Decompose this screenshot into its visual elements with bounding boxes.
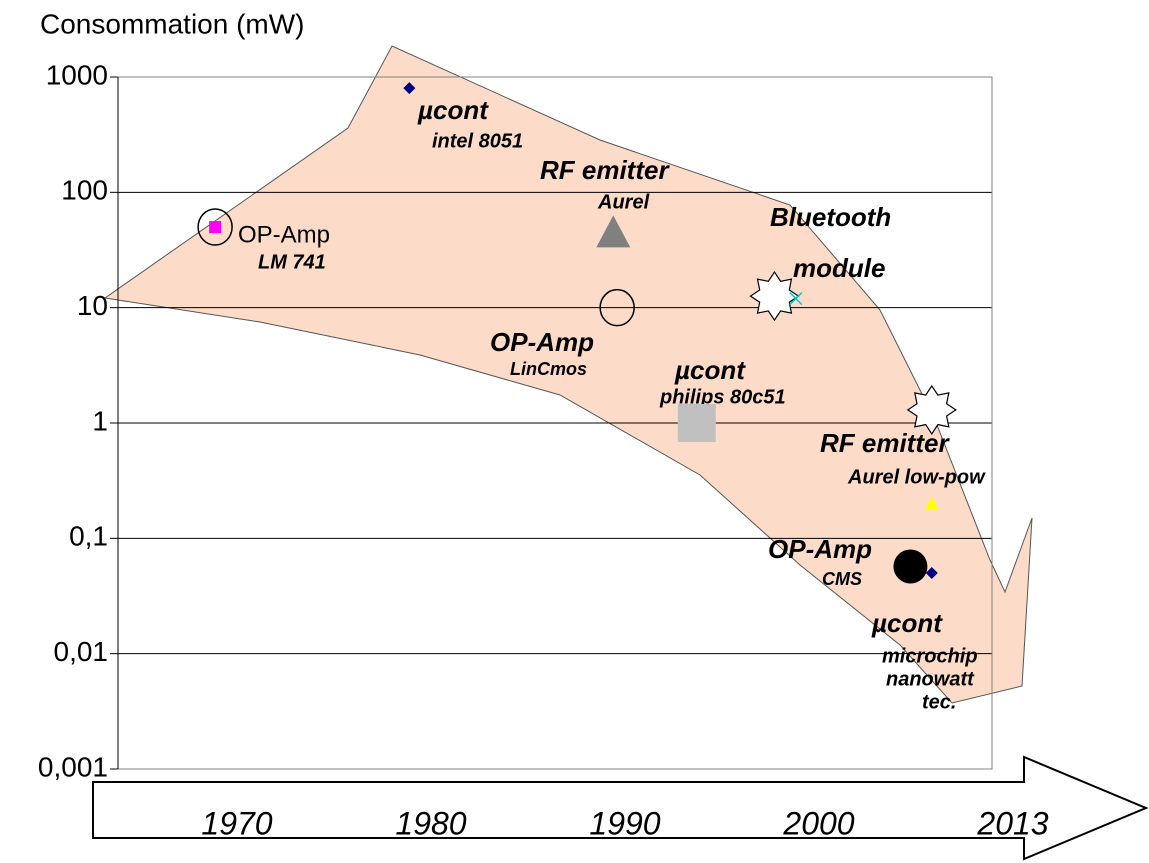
- point: [209, 221, 222, 234]
- annotation: intel 8051: [432, 130, 523, 152]
- point: [893, 549, 928, 584]
- annotation: µcont: [417, 95, 489, 125]
- point: [197, 208, 233, 246]
- y-tick-label: 10: [77, 290, 108, 321]
- point: [925, 567, 938, 580]
- timeline-label: 1990: [589, 805, 660, 841]
- annotation: OP-Amp: [768, 534, 872, 564]
- point: [789, 292, 803, 306]
- annotation: OP-Amp: [490, 327, 594, 357]
- annotation: microchip: [882, 645, 978, 667]
- chart-title: Consommation (mW): [40, 8, 304, 39]
- timeline-label: 1980: [395, 805, 466, 841]
- y-tick-label: 0,01: [54, 636, 109, 667]
- annotation: Aurel low-pow: [847, 466, 986, 488]
- point: [906, 384, 957, 435]
- y-tick-label: 1000: [46, 59, 108, 90]
- annotation: Bluetooth: [770, 202, 891, 232]
- annotation: µcont: [871, 608, 943, 638]
- annotation: RF emitter: [540, 155, 670, 185]
- annotation: module: [793, 253, 885, 283]
- point: [403, 82, 416, 95]
- timeline-label: 2000: [782, 805, 854, 841]
- point: [924, 496, 939, 510]
- annotation: RF emitter: [820, 428, 950, 458]
- y-tick-label: 0,1: [69, 521, 108, 552]
- annotation: µcont: [674, 355, 746, 385]
- point: [677, 404, 716, 442]
- annotation: CMS: [822, 569, 862, 589]
- point: [596, 215, 631, 248]
- point: [599, 288, 635, 327]
- y-tick-label: 100: [61, 175, 108, 206]
- annotation: nanowatt: [886, 668, 975, 690]
- point: [749, 271, 800, 322]
- timeline-label: 2013: [976, 805, 1048, 841]
- annotation: LM 741: [258, 251, 326, 273]
- annotation: OP-Amp: [238, 221, 330, 248]
- y-tick-label: 0,001: [38, 751, 108, 782]
- annotation: tec.: [922, 691, 956, 713]
- annotation: LinCmos: [510, 359, 587, 379]
- annotation: philips 80c51: [659, 386, 786, 408]
- y-tick-label: 1: [92, 405, 108, 436]
- annotation: Aurel: [597, 191, 650, 213]
- timeline-label: 1970: [201, 805, 272, 841]
- timeline-arrow: [92, 755, 1149, 861]
